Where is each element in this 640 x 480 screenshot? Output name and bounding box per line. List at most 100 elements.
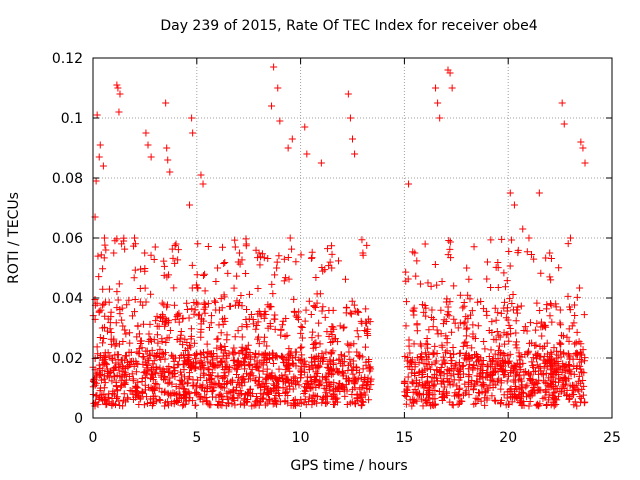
data-point [254,254,262,262]
data-point [446,350,454,358]
data-point [252,349,260,357]
data-point [443,335,451,343]
data-point [427,282,435,290]
data-point [408,365,416,373]
data-point [225,368,233,376]
data-point [509,290,517,298]
data-point [259,361,267,369]
data-point [163,144,171,152]
data-point [458,362,466,370]
data-point [104,315,112,323]
data-point [531,380,539,388]
data-point [571,312,579,320]
data-point [189,382,197,390]
data-point [365,364,373,372]
data-point [284,392,292,400]
data-point [169,352,177,360]
data-point [208,388,216,396]
data-point [143,361,151,369]
data-point [282,388,290,396]
data-point [197,315,205,323]
data-point [99,285,107,293]
data-point [548,318,556,326]
data-point [180,361,188,369]
y-tick-label: 0.1 [61,111,83,127]
data-point [171,389,179,397]
data-point [213,354,221,362]
data-point [364,331,372,339]
data-point [200,354,208,362]
data-point [359,249,367,257]
data-point [438,396,446,404]
data-point [311,376,319,384]
data-point [358,401,366,409]
x-tick-label: 20 [499,430,517,446]
data-point [413,257,421,265]
data-point [277,331,285,339]
data-point [471,334,479,342]
data-point [431,380,439,388]
data-point [297,363,305,371]
data-point [351,150,359,158]
data-point [312,303,320,311]
data-point [112,378,120,386]
data-point [147,395,155,403]
data-point [458,397,466,405]
data-point [517,302,525,310]
data-point [412,272,420,280]
data-point [157,371,165,379]
data-point [431,386,439,394]
data-point [467,311,475,319]
data-point [227,302,235,310]
data-point [97,306,105,314]
data-point [567,370,575,378]
data-point [305,366,313,374]
data-point [164,368,172,376]
data-point [292,348,300,356]
data-point [463,264,471,272]
data-point [569,355,577,363]
data-point [492,263,500,271]
data-point [328,242,336,250]
data-point [437,372,445,380]
data-point [363,241,371,249]
data-point [546,273,554,281]
data-point [401,353,409,361]
data-point [215,397,223,405]
data-point [168,351,176,359]
data-point [543,400,551,408]
data-point [100,390,108,398]
data-point [186,341,194,349]
data-point [463,342,471,350]
data-point [164,380,172,388]
data-point [556,339,564,347]
data-point [137,265,145,273]
data-point [149,373,157,381]
data-point [308,248,316,256]
data-point [150,256,158,264]
data-point [195,311,203,319]
data-point [164,301,172,309]
data-point [99,265,107,273]
data-point [279,353,287,361]
data-point [275,252,283,260]
data-point [169,254,177,262]
data-point [152,317,160,325]
data-point [155,396,163,404]
data-point [479,357,487,365]
data-point [252,363,260,371]
data-point [97,251,105,259]
data-point [168,245,176,253]
data-point [99,301,107,309]
data-point [238,376,246,384]
data-point [175,309,183,317]
data-point [322,348,330,356]
data-point [443,365,451,373]
data-point [271,325,279,333]
data-point [101,241,109,249]
data-point [93,343,101,351]
data-point [297,323,305,331]
data-point [286,382,294,390]
data-point [126,339,134,347]
data-point [297,329,305,337]
